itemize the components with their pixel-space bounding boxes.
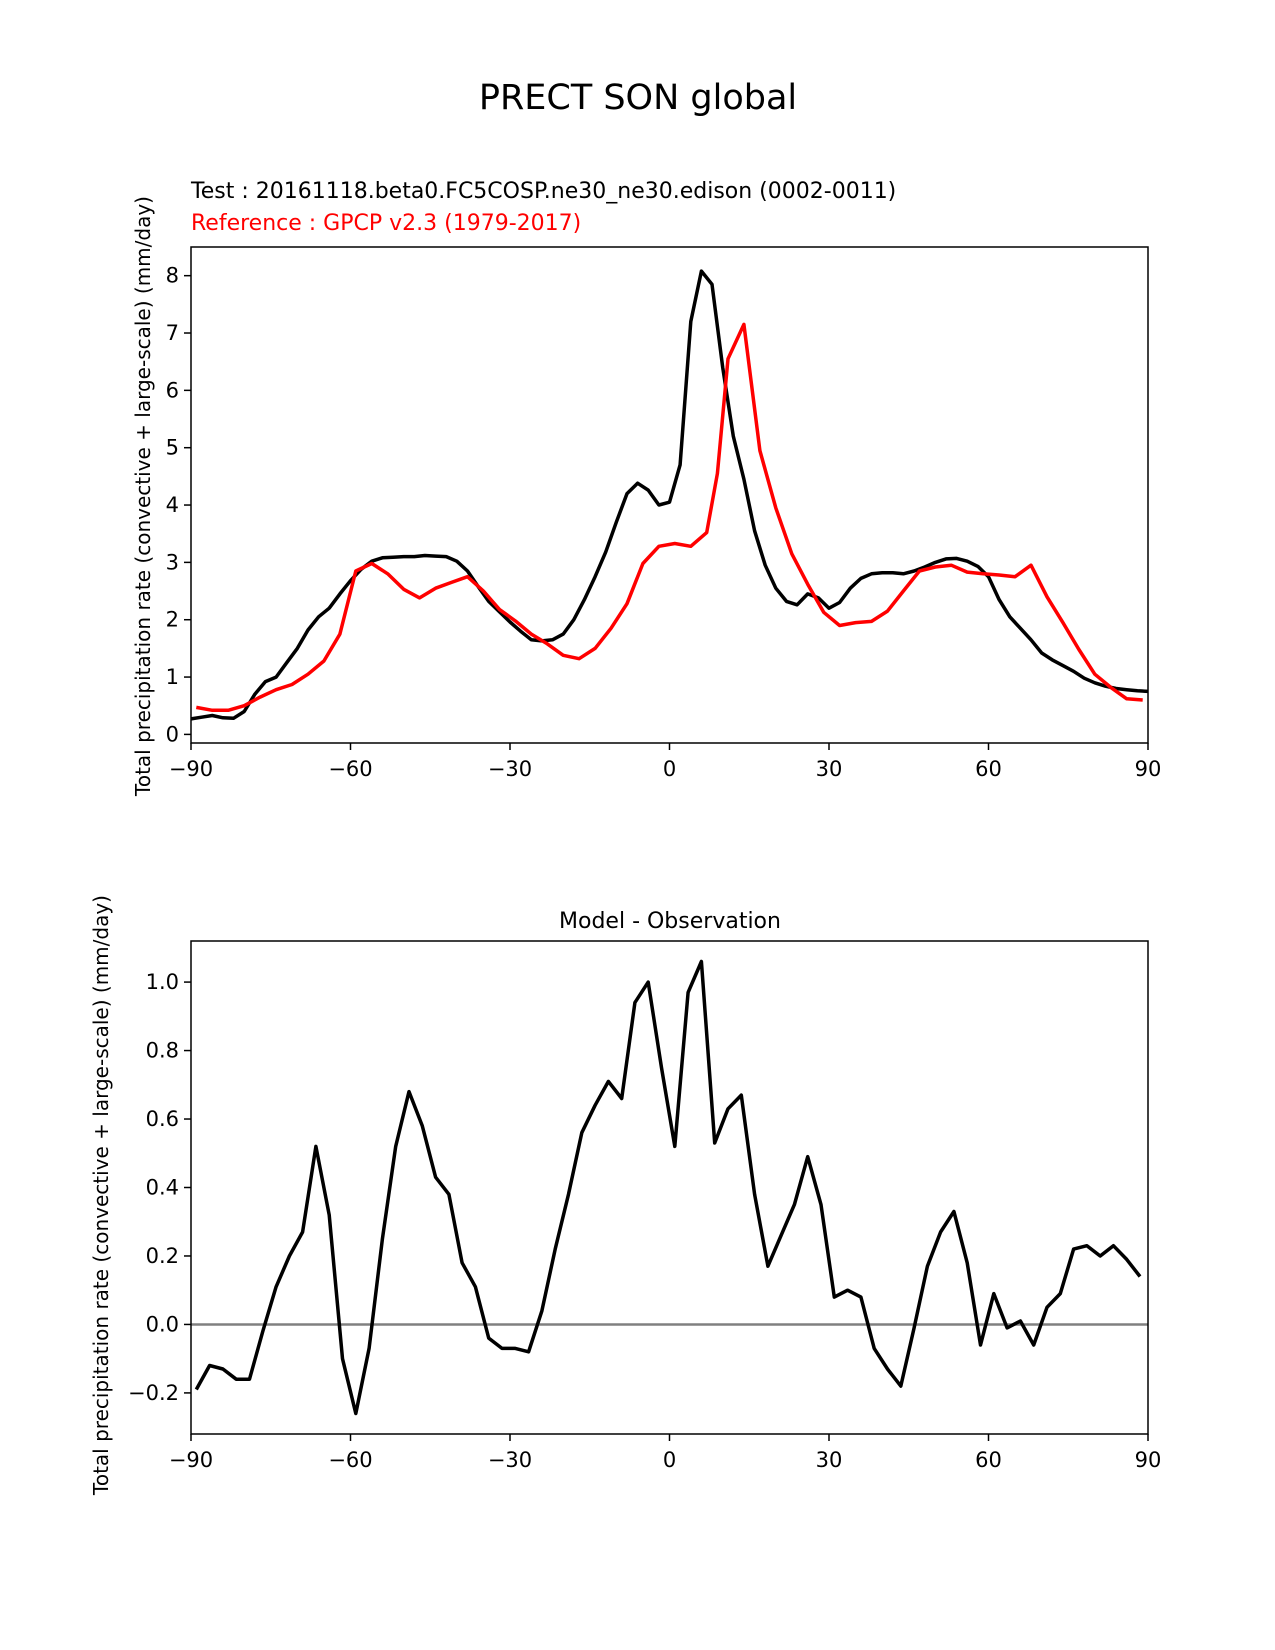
chart-bottom-xtick-label: 60 (975, 1448, 1002, 1472)
chart-bottom-xtick-label: 30 (816, 1448, 843, 1472)
chart-top: Total precipitation rate (convective + l… (131, 196, 1161, 797)
chart-top-xtick-label: 90 (1135, 757, 1162, 781)
chart-bottom-axes-frame (190, 940, 1149, 1435)
chart-top-xtick-label: −60 (328, 757, 372, 781)
chart-bottom-xtick-label: 90 (1135, 1448, 1162, 1472)
reference-label: Reference : GPCP v2.3 (1979-2017) (191, 211, 581, 236)
chart-bottom-ytick-label: −0.2 (128, 1381, 179, 1405)
chart-bottom-ytick-label: 0.8 (146, 1039, 179, 1063)
chart-top-xtick-label: 0 (663, 757, 676, 781)
chart-bottom-series-model-observation (194, 959, 1142, 1416)
chart-top-ytick-label: 8 (166, 264, 179, 288)
chart-bottom-title: Model - Observation (559, 909, 781, 934)
chart-top-ytick-label: 6 (166, 378, 179, 402)
chart-top-ytick-label: 1 (166, 665, 179, 689)
chart-top-ytick-label: 7 (166, 321, 179, 345)
chart-top-ytick-label: 2 (166, 608, 179, 632)
test-label: Test : 20161118.beta0.FC5COSP.ne30_ne30.… (190, 179, 896, 204)
chart-top-xtick-label: −90 (169, 757, 213, 781)
chart-top-ytick-label: 5 (166, 436, 179, 460)
chart-bottom-xtick-label: −90 (169, 1448, 213, 1472)
chart-bottom-xtick-label: −60 (328, 1448, 372, 1472)
chart-bottom-ytick-label: 1.0 (146, 970, 179, 994)
chart-top-series-reference (195, 322, 1143, 713)
chart-top-series-test (190, 269, 1149, 721)
chart-top-xtick-label: −30 (488, 757, 532, 781)
chart-top-ytick-label: 3 (166, 550, 179, 574)
chart-bottom-ytick-label: 0.6 (146, 1107, 179, 1131)
chart-bottom-ytick-label: 0.4 (146, 1176, 179, 1200)
chart-top-axes-frame (190, 246, 1149, 744)
chart-top-xtick-label: 60 (975, 757, 1002, 781)
chart-bottom-xtick-label: −30 (488, 1448, 532, 1472)
chart-top-ytick-label: 4 (166, 493, 179, 517)
chart-top-ylabel: Total precipitation rate (convective + l… (131, 196, 155, 797)
chart-top-ytick-label: 0 (166, 722, 179, 746)
chart-bottom-xtick-label: 0 (663, 1448, 676, 1472)
chart-bottom-ytick-label: 0.2 (146, 1244, 179, 1268)
chart-bottom-ylabel: Total precipitation rate (convective + l… (89, 895, 113, 1496)
figure-title: PRECT SON global (479, 78, 797, 118)
chart-top-xtick-label: 30 (816, 757, 843, 781)
chart-bottom: Model - Observation Total precipitation … (89, 895, 1161, 1496)
chart-bottom-ytick-label: 0.0 (146, 1312, 179, 1336)
